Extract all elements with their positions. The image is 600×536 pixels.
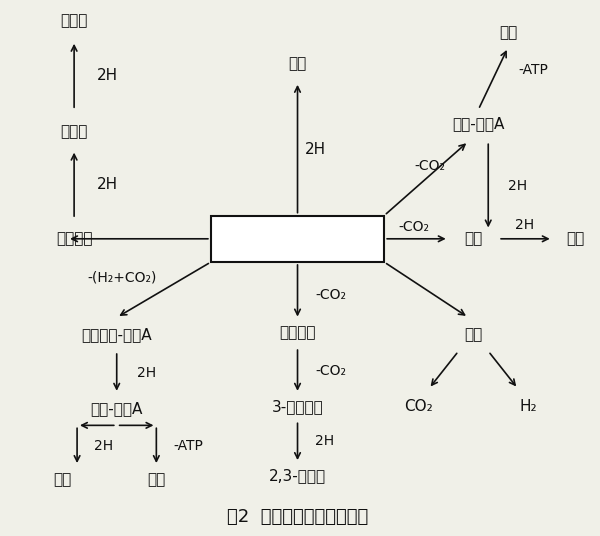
Text: -ATP: -ATP [518, 63, 548, 77]
Text: -ATP: -ATP [173, 439, 203, 453]
Text: H₂: H₂ [519, 399, 536, 414]
Text: 丁酸: 丁酸 [147, 472, 166, 487]
Text: 甲酸: 甲酸 [464, 327, 482, 342]
Text: 草酰乙酸: 草酰乙酸 [56, 232, 92, 247]
Text: 2H: 2H [316, 434, 334, 448]
Text: 图2  丙酮酸的嫌气代谢过程: 图2 丙酮酸的嫌气代谢过程 [227, 508, 368, 526]
Text: 乙醇: 乙醇 [566, 232, 584, 247]
Text: 2H: 2H [305, 142, 326, 157]
Text: 丁醇: 丁醇 [53, 472, 71, 487]
Text: 琥珀酸: 琥珀酸 [61, 13, 88, 28]
Text: 乙酰-辅酶A: 乙酰-辅酶A [452, 116, 505, 131]
Text: CO₂: CO₂ [404, 399, 433, 414]
Text: 乙酰乙酰-辅酶A: 乙酰乙酰-辅酶A [82, 327, 152, 342]
Bar [211, 215, 384, 262]
Text: 2H: 2H [97, 68, 118, 83]
Text: 3-羟基丁酮: 3-羟基丁酮 [272, 399, 323, 414]
Text: -(H₂+CO₂): -(H₂+CO₂) [87, 271, 157, 285]
Text: 乙醛: 乙醛 [464, 232, 482, 247]
Text: 丙酮酸: 丙酮酸 [283, 230, 313, 248]
Text: 乙酰乙酸: 乙酰乙酸 [279, 325, 316, 340]
Text: 2,3-丁二醇: 2,3-丁二醇 [269, 468, 326, 483]
Text: 乳酸: 乳酸 [289, 57, 307, 72]
Text: -CO₂: -CO₂ [398, 220, 430, 234]
Text: 2H: 2H [137, 366, 155, 380]
Text: 苹果酸: 苹果酸 [61, 124, 88, 139]
Text: 2H: 2H [97, 177, 118, 192]
Text: 丁酰-辅酶A: 丁酰-辅酶A [91, 401, 143, 416]
Text: -CO₂: -CO₂ [414, 159, 445, 173]
Text: 乙酸: 乙酸 [499, 25, 517, 40]
Text: 2H: 2H [94, 439, 113, 453]
Text: 2H: 2H [515, 218, 535, 232]
Text: -CO₂: -CO₂ [316, 288, 346, 302]
Text: 2H: 2H [508, 179, 527, 193]
Text: -CO₂: -CO₂ [316, 364, 346, 378]
